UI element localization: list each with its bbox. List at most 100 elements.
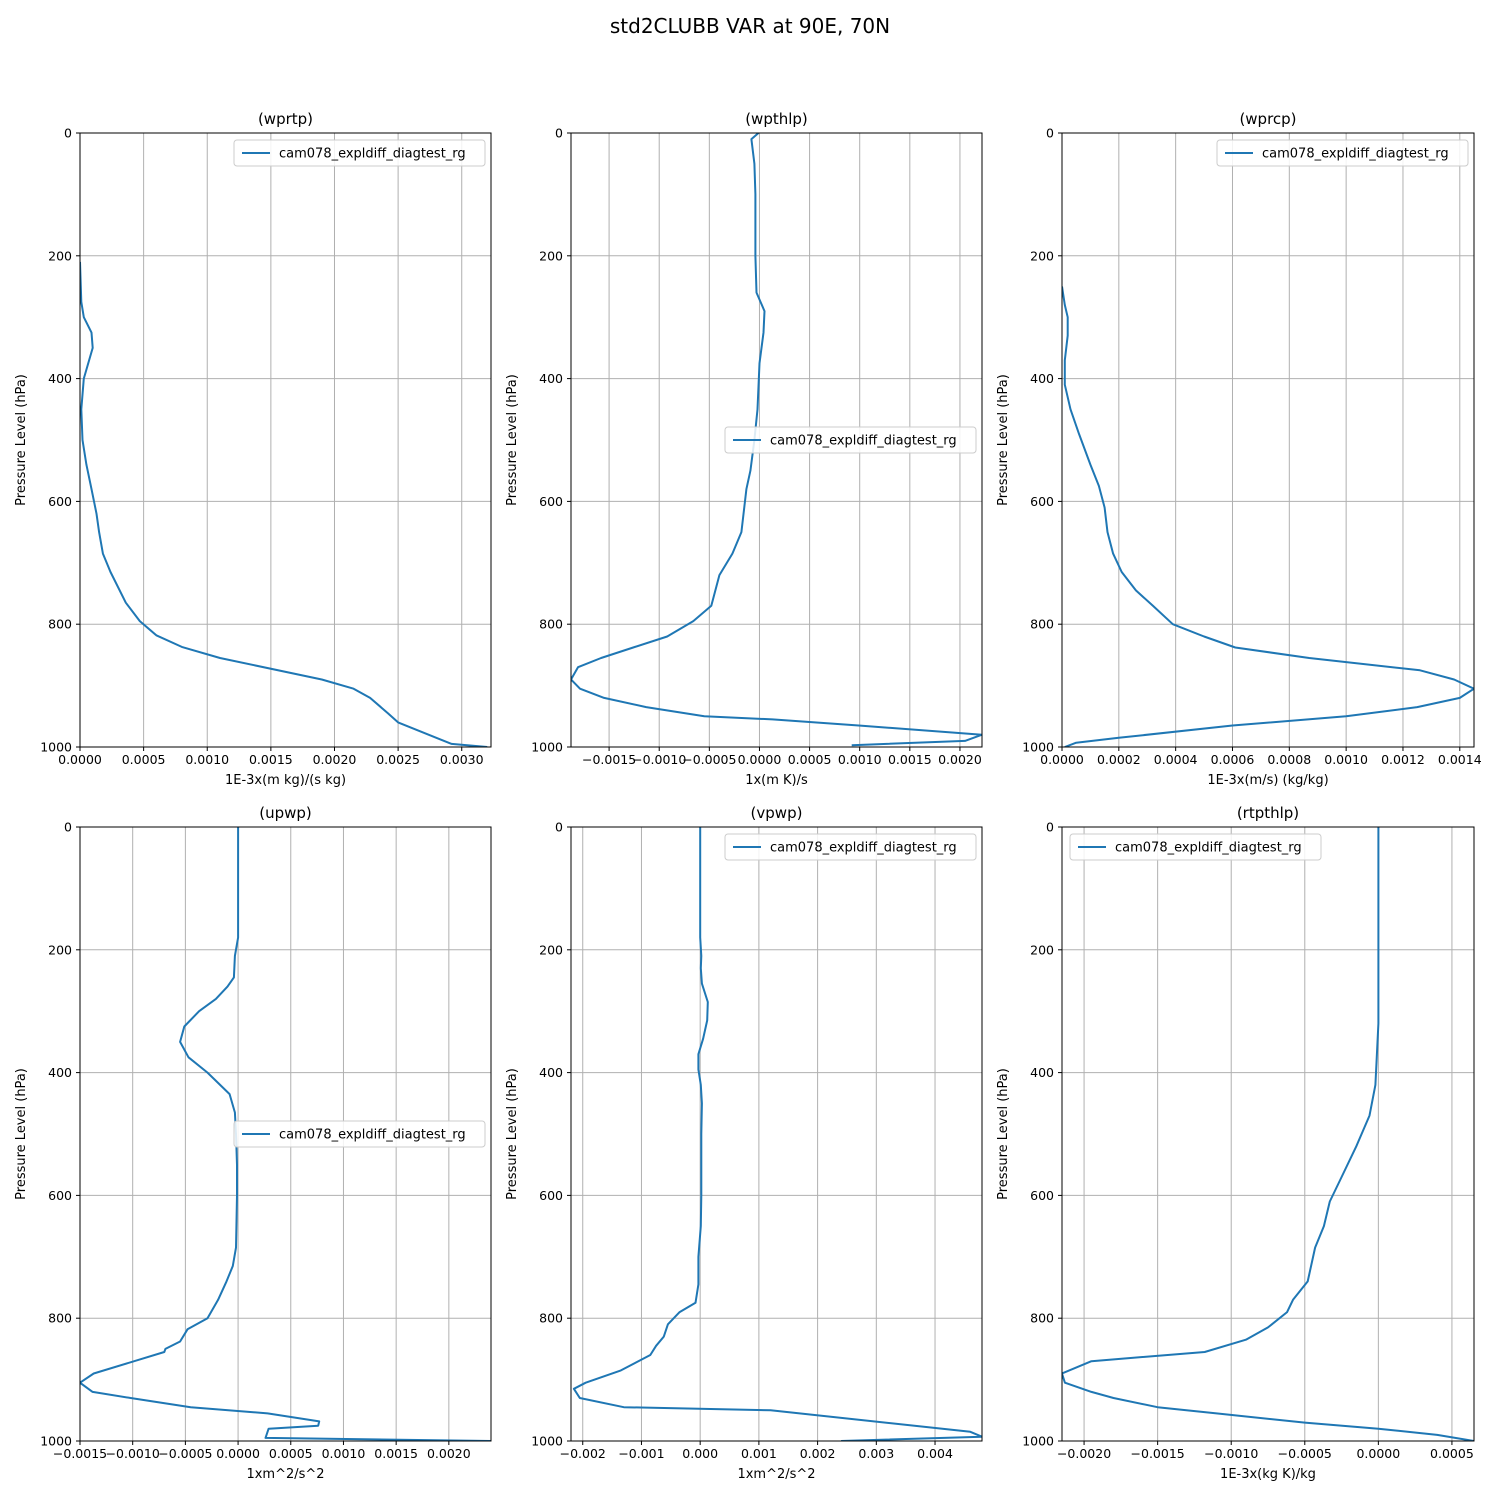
x-tick-label: −0.0005 xyxy=(1278,1446,1332,1461)
x-tick-label: 0.0020 xyxy=(938,752,982,767)
x-tick-label: 0.0000 xyxy=(216,1446,260,1461)
series-line xyxy=(80,261,488,747)
y-tick-label: 0 xyxy=(555,126,563,141)
y-tick-label: 0 xyxy=(64,126,72,141)
x-tick-label: 0.0012 xyxy=(1381,752,1425,767)
y-tick-label: 800 xyxy=(1030,1311,1054,1326)
x-tick-label: 0.004 xyxy=(917,1446,953,1461)
x-tick-label: 0.0005 xyxy=(122,752,166,767)
legend-label: cam078_expldiff_diagtest_rg xyxy=(770,434,957,449)
x-tick-label: −0.002 xyxy=(560,1446,606,1461)
x-tick-label: 0.0002 xyxy=(1097,752,1141,767)
y-tick-label: 0 xyxy=(555,820,563,835)
x-tick-label: 0.0000 xyxy=(1040,752,1084,767)
y-tick-label: 0 xyxy=(1046,126,1054,141)
x-axis-label: 1x(m K)/s xyxy=(745,773,808,788)
y-tick-label: 400 xyxy=(48,1065,72,1080)
y-tick-label: 1000 xyxy=(531,740,563,755)
x-tick-label: 0.0010 xyxy=(322,1446,366,1461)
x-tick-label: −0.001 xyxy=(618,1446,664,1461)
y-axis-label: Pressure Level (hPa) xyxy=(996,1068,1011,1200)
y-tick-label: 600 xyxy=(48,1188,72,1203)
y-tick-label: 200 xyxy=(1030,942,1054,957)
y-tick-label: 400 xyxy=(539,1065,563,1080)
x-tick-label: 0.0000 xyxy=(1356,1446,1400,1461)
y-axis-label: Pressure Level (hPa) xyxy=(14,374,29,506)
y-axis-label: Pressure Level (hPa) xyxy=(14,1068,29,1200)
axes-frame xyxy=(79,826,492,1442)
x-axis-label: 1E-3x(kg K)/kg xyxy=(1220,1467,1316,1482)
x-axis-label: 1xm^2/s^2 xyxy=(246,1467,324,1482)
y-tick-label: 600 xyxy=(48,494,72,509)
legend-label: cam078_expldiff_diagtest_rg xyxy=(1115,841,1302,856)
x-tick-label: 0.0008 xyxy=(1267,752,1311,767)
axes-frame xyxy=(1061,826,1475,1442)
y-tick-label: 200 xyxy=(48,248,72,263)
x-tick-label: 0.0000 xyxy=(58,752,102,767)
y-tick-label: 1000 xyxy=(40,1434,72,1449)
axes-frame xyxy=(570,132,983,748)
y-tick-label: 800 xyxy=(539,1311,563,1326)
subplot-title: (vpwp) xyxy=(751,804,803,822)
x-tick-label: 0.0004 xyxy=(1154,752,1198,767)
subplot-title: (wpthlp) xyxy=(745,110,808,128)
x-tick-label: 0.0010 xyxy=(1324,752,1368,767)
y-tick-label: 1000 xyxy=(40,740,72,755)
legend-label: cam078_expldiff_diagtest_rg xyxy=(770,841,957,856)
legend-box xyxy=(724,833,977,861)
x-tick-label: 0.000 xyxy=(682,1446,718,1461)
x-tick-label: 0.001 xyxy=(741,1446,777,1461)
y-tick-label: 200 xyxy=(539,248,563,263)
y-tick-label: 1000 xyxy=(1022,1434,1054,1449)
y-tick-label: 800 xyxy=(539,617,563,632)
x-tick-label: −0.0010 xyxy=(1204,1446,1258,1461)
x-tick-label: 0.0030 xyxy=(440,752,484,767)
y-tick-label: 600 xyxy=(1030,494,1054,509)
x-tick-label: 0.0010 xyxy=(185,752,229,767)
series-line xyxy=(80,827,491,1441)
y-axis-label: Pressure Level (hPa) xyxy=(505,374,520,506)
x-tick-label: −0.0010 xyxy=(106,1446,160,1461)
x-tick-label: 0.0020 xyxy=(427,1446,471,1461)
x-tick-label: 0.0005 xyxy=(269,1446,313,1461)
x-tick-label: −0.0005 xyxy=(682,752,736,767)
y-tick-label: 600 xyxy=(539,494,563,509)
y-tick-label: 1000 xyxy=(531,1434,563,1449)
x-tick-label: 0.003 xyxy=(858,1446,894,1461)
x-tick-label: −0.0015 xyxy=(1131,1446,1185,1461)
series-line xyxy=(571,133,982,747)
y-tick-label: 800 xyxy=(48,1311,72,1326)
figure-title: std2CLUBB VAR at 90E, 70N xyxy=(609,14,891,38)
y-tick-label: 200 xyxy=(48,942,72,957)
y-tick-label: 200 xyxy=(1030,248,1054,263)
y-axis-label: Pressure Level (hPa) xyxy=(505,1068,520,1200)
y-tick-label: 0 xyxy=(64,820,72,835)
y-tick-label: 600 xyxy=(539,1188,563,1203)
x-tick-label: −0.0005 xyxy=(158,1446,212,1461)
y-tick-label: 800 xyxy=(1030,617,1054,632)
x-axis-label: 1xm^2/s^2 xyxy=(737,1467,815,1482)
x-tick-label: 0.0015 xyxy=(249,752,293,767)
legend-label: cam078_expldiff_diagtest_rg xyxy=(279,1128,466,1143)
y-tick-label: 800 xyxy=(48,617,72,632)
axes-frame xyxy=(79,132,492,748)
legend-box xyxy=(233,139,486,167)
legend-box xyxy=(233,1120,486,1148)
y-tick-label: 0 xyxy=(1046,820,1054,835)
x-tick-label: −0.0020 xyxy=(1057,1446,1111,1461)
x-tick-label: 0.0025 xyxy=(376,752,420,767)
subplot-title: (wprcp) xyxy=(1239,110,1296,128)
x-tick-label: −0.0015 xyxy=(582,752,636,767)
y-tick-label: 400 xyxy=(48,371,72,386)
series-line xyxy=(572,827,982,1441)
x-tick-label: 0.0000 xyxy=(738,752,782,767)
x-tick-label: 0.0015 xyxy=(888,752,932,767)
x-tick-label: −0.0010 xyxy=(632,752,686,767)
legend-label: cam078_expldiff_diagtest_rg xyxy=(279,147,466,162)
legend-label: cam078_expldiff_diagtest_rg xyxy=(1262,147,1449,162)
y-tick-label: 400 xyxy=(539,371,563,386)
subplot-title: (rtpthlp) xyxy=(1237,804,1299,822)
axes-frame xyxy=(570,826,983,1442)
subplot-title: (wprtp) xyxy=(258,110,313,128)
